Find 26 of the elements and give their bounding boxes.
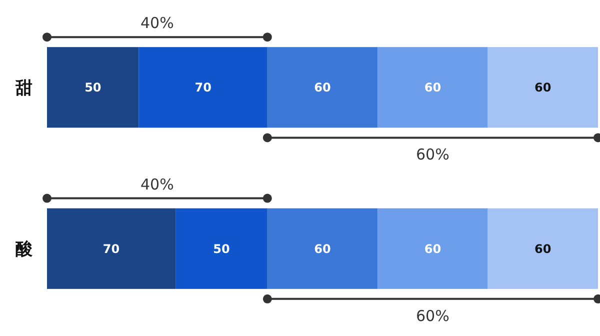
y-tick-label: 酸: [16, 240, 34, 260]
data-label: 60: [424, 80, 442, 95]
bar: [488, 208, 598, 289]
data-label: 60: [534, 80, 552, 95]
annotation: 40%: [140, 14, 174, 32]
bar: [267, 208, 378, 289]
bar: [378, 208, 488, 289]
data-label: 60: [314, 80, 331, 95]
data-label: 60: [314, 242, 331, 256]
annotation: 40%: [140, 175, 174, 194]
annotation: 60%: [416, 146, 450, 164]
data-label: 50: [84, 80, 102, 95]
data-label: 70: [194, 80, 212, 95]
data-label: 50: [213, 242, 230, 256]
bar: [176, 208, 268, 289]
bar: [138, 47, 268, 128]
bar: [488, 47, 598, 128]
annotation: 60%: [416, 306, 450, 325]
bar: [378, 47, 488, 128]
data-label: 60: [424, 242, 442, 256]
data-label: 70: [102, 242, 120, 256]
bar: [47, 47, 139, 128]
bar: [267, 47, 378, 128]
bar: [47, 208, 176, 289]
y-tick-label: 甜: [14, 78, 32, 98]
data-label: 60: [534, 242, 552, 256]
